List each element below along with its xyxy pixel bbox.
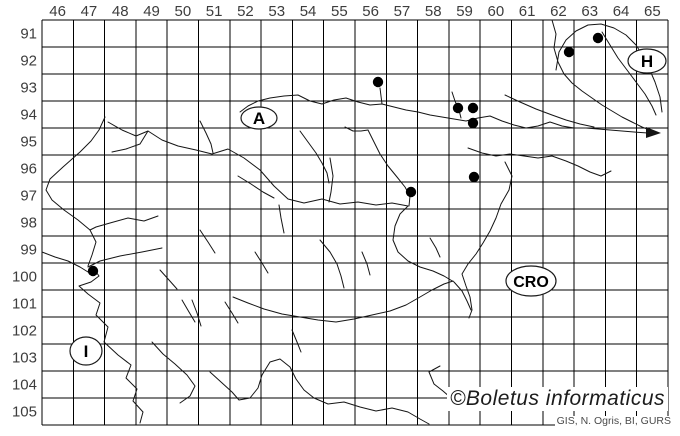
river-sora xyxy=(237,175,275,199)
river-ljubljanica xyxy=(278,204,285,234)
occurrence-dot xyxy=(452,102,464,114)
river-kamniska xyxy=(328,157,334,203)
x-axis-label: 57 xyxy=(394,3,411,20)
river-sotla xyxy=(461,161,513,319)
stream-3 xyxy=(429,237,441,258)
occurrence-dot xyxy=(592,32,604,44)
label-a-ellipse xyxy=(240,106,278,130)
stream-9 xyxy=(159,269,178,290)
stream-drava-trib-1 xyxy=(379,87,383,105)
y-axis-label: 104 xyxy=(12,377,37,394)
x-axis-label: 50 xyxy=(175,3,192,20)
y-axis-label: 98 xyxy=(20,215,37,232)
label-a: A xyxy=(253,109,265,128)
country-labels: A H CRO I xyxy=(69,48,667,366)
x-axis-label: 48 xyxy=(112,3,129,20)
x-axis-label: 58 xyxy=(425,3,442,20)
y-axis-label: 95 xyxy=(20,134,37,151)
river-mura xyxy=(551,19,653,132)
river-sava-lower xyxy=(392,205,472,311)
y-axis-label: 101 xyxy=(12,296,37,313)
x-axis-label: 56 xyxy=(362,3,379,20)
label-h: H xyxy=(641,52,653,71)
river-krka xyxy=(232,280,454,323)
river-mouth-arrow xyxy=(646,127,661,138)
y-axis-label: 100 xyxy=(12,269,37,286)
label-cro-ellipse xyxy=(505,265,557,297)
river-reka xyxy=(151,341,196,404)
river-kokra xyxy=(199,120,214,154)
occurrence-dot xyxy=(468,171,480,183)
occurrence-dot xyxy=(405,186,417,198)
y-axis-label: 99 xyxy=(20,242,37,259)
y-axis-label: 96 xyxy=(20,161,37,178)
x-axis-label: 55 xyxy=(331,3,348,20)
label-cro: CRO xyxy=(513,274,549,291)
x-axis-label: 65 xyxy=(644,3,661,20)
label-h-ellipse xyxy=(627,48,667,74)
river-pesnica xyxy=(504,94,595,128)
x-axis-labels: 46 47 48 49 50 51 52 53 54 55 56 57 58 59 60 61 62 63 64 65 xyxy=(49,3,660,20)
river-bohinjka xyxy=(111,130,149,153)
stream-kamnik xyxy=(299,130,330,184)
x-axis-label: 59 xyxy=(456,3,473,20)
x-axis-label: 51 xyxy=(206,3,223,20)
x-axis-label: 46 xyxy=(49,3,66,20)
label-i: I xyxy=(84,342,89,361)
river-ledava xyxy=(601,31,657,116)
occurrence-dot xyxy=(563,46,575,58)
river-idrijca xyxy=(89,215,159,231)
watermark-text: ©Boletus informaticus xyxy=(446,387,668,412)
river-savinja-source xyxy=(344,126,369,132)
x-axis-label: 60 xyxy=(488,3,505,20)
stream-7 xyxy=(291,329,302,353)
stream-5 xyxy=(224,301,239,324)
y-axis-label: 91 xyxy=(20,26,37,43)
x-axis-label: 64 xyxy=(613,3,630,20)
y-axis-label: 93 xyxy=(20,80,37,97)
x-axis-label: 63 xyxy=(581,3,598,20)
river-dravinja xyxy=(467,147,612,177)
grid-lines xyxy=(41,19,669,426)
x-axis-label: 54 xyxy=(300,3,317,20)
y-axis-label: 105 xyxy=(12,404,37,421)
river-network xyxy=(41,19,663,425)
y-axis-label: 102 xyxy=(12,323,37,340)
river-drava xyxy=(239,94,649,134)
river-sava-upper xyxy=(107,121,409,207)
stream-4 xyxy=(254,251,269,274)
occurrence-dot xyxy=(87,265,99,277)
y-axis-label: 94 xyxy=(20,107,37,124)
river-soca xyxy=(45,116,106,267)
credits-text: GIS, N. Ogris, BI, GURS xyxy=(554,415,673,428)
river-kolpa xyxy=(209,358,430,425)
x-axis-label: 49 xyxy=(143,3,160,20)
x-axis-label: 47 xyxy=(81,3,98,20)
x-axis-label: 62 xyxy=(550,3,567,20)
x-axis-label: 52 xyxy=(237,3,254,20)
occurrence-dot xyxy=(372,76,384,88)
occurrence-dot xyxy=(467,102,479,114)
coastline xyxy=(41,251,144,424)
occurrence-dots xyxy=(87,32,604,277)
label-i-ellipse xyxy=(69,336,103,366)
river-vipava xyxy=(87,247,163,268)
river-goricko-loop xyxy=(555,23,663,113)
y-axis-label: 97 xyxy=(20,188,37,205)
river-savinja xyxy=(367,129,411,207)
stream-6 xyxy=(181,299,196,323)
x-axis-label: 61 xyxy=(519,3,536,20)
stream-1 xyxy=(319,239,345,289)
y-axis-label: 103 xyxy=(12,350,37,367)
x-axis-label: 53 xyxy=(268,3,285,20)
stream-10 xyxy=(191,299,202,327)
y-axis-label: 92 xyxy=(20,53,37,70)
y-axis-labels: 91 92 93 94 95 96 97 98 99 100 101 102 103 104 105 xyxy=(12,26,37,421)
stream-8 xyxy=(199,229,216,254)
stream-2 xyxy=(361,251,371,276)
occurrence-dot xyxy=(467,117,479,129)
